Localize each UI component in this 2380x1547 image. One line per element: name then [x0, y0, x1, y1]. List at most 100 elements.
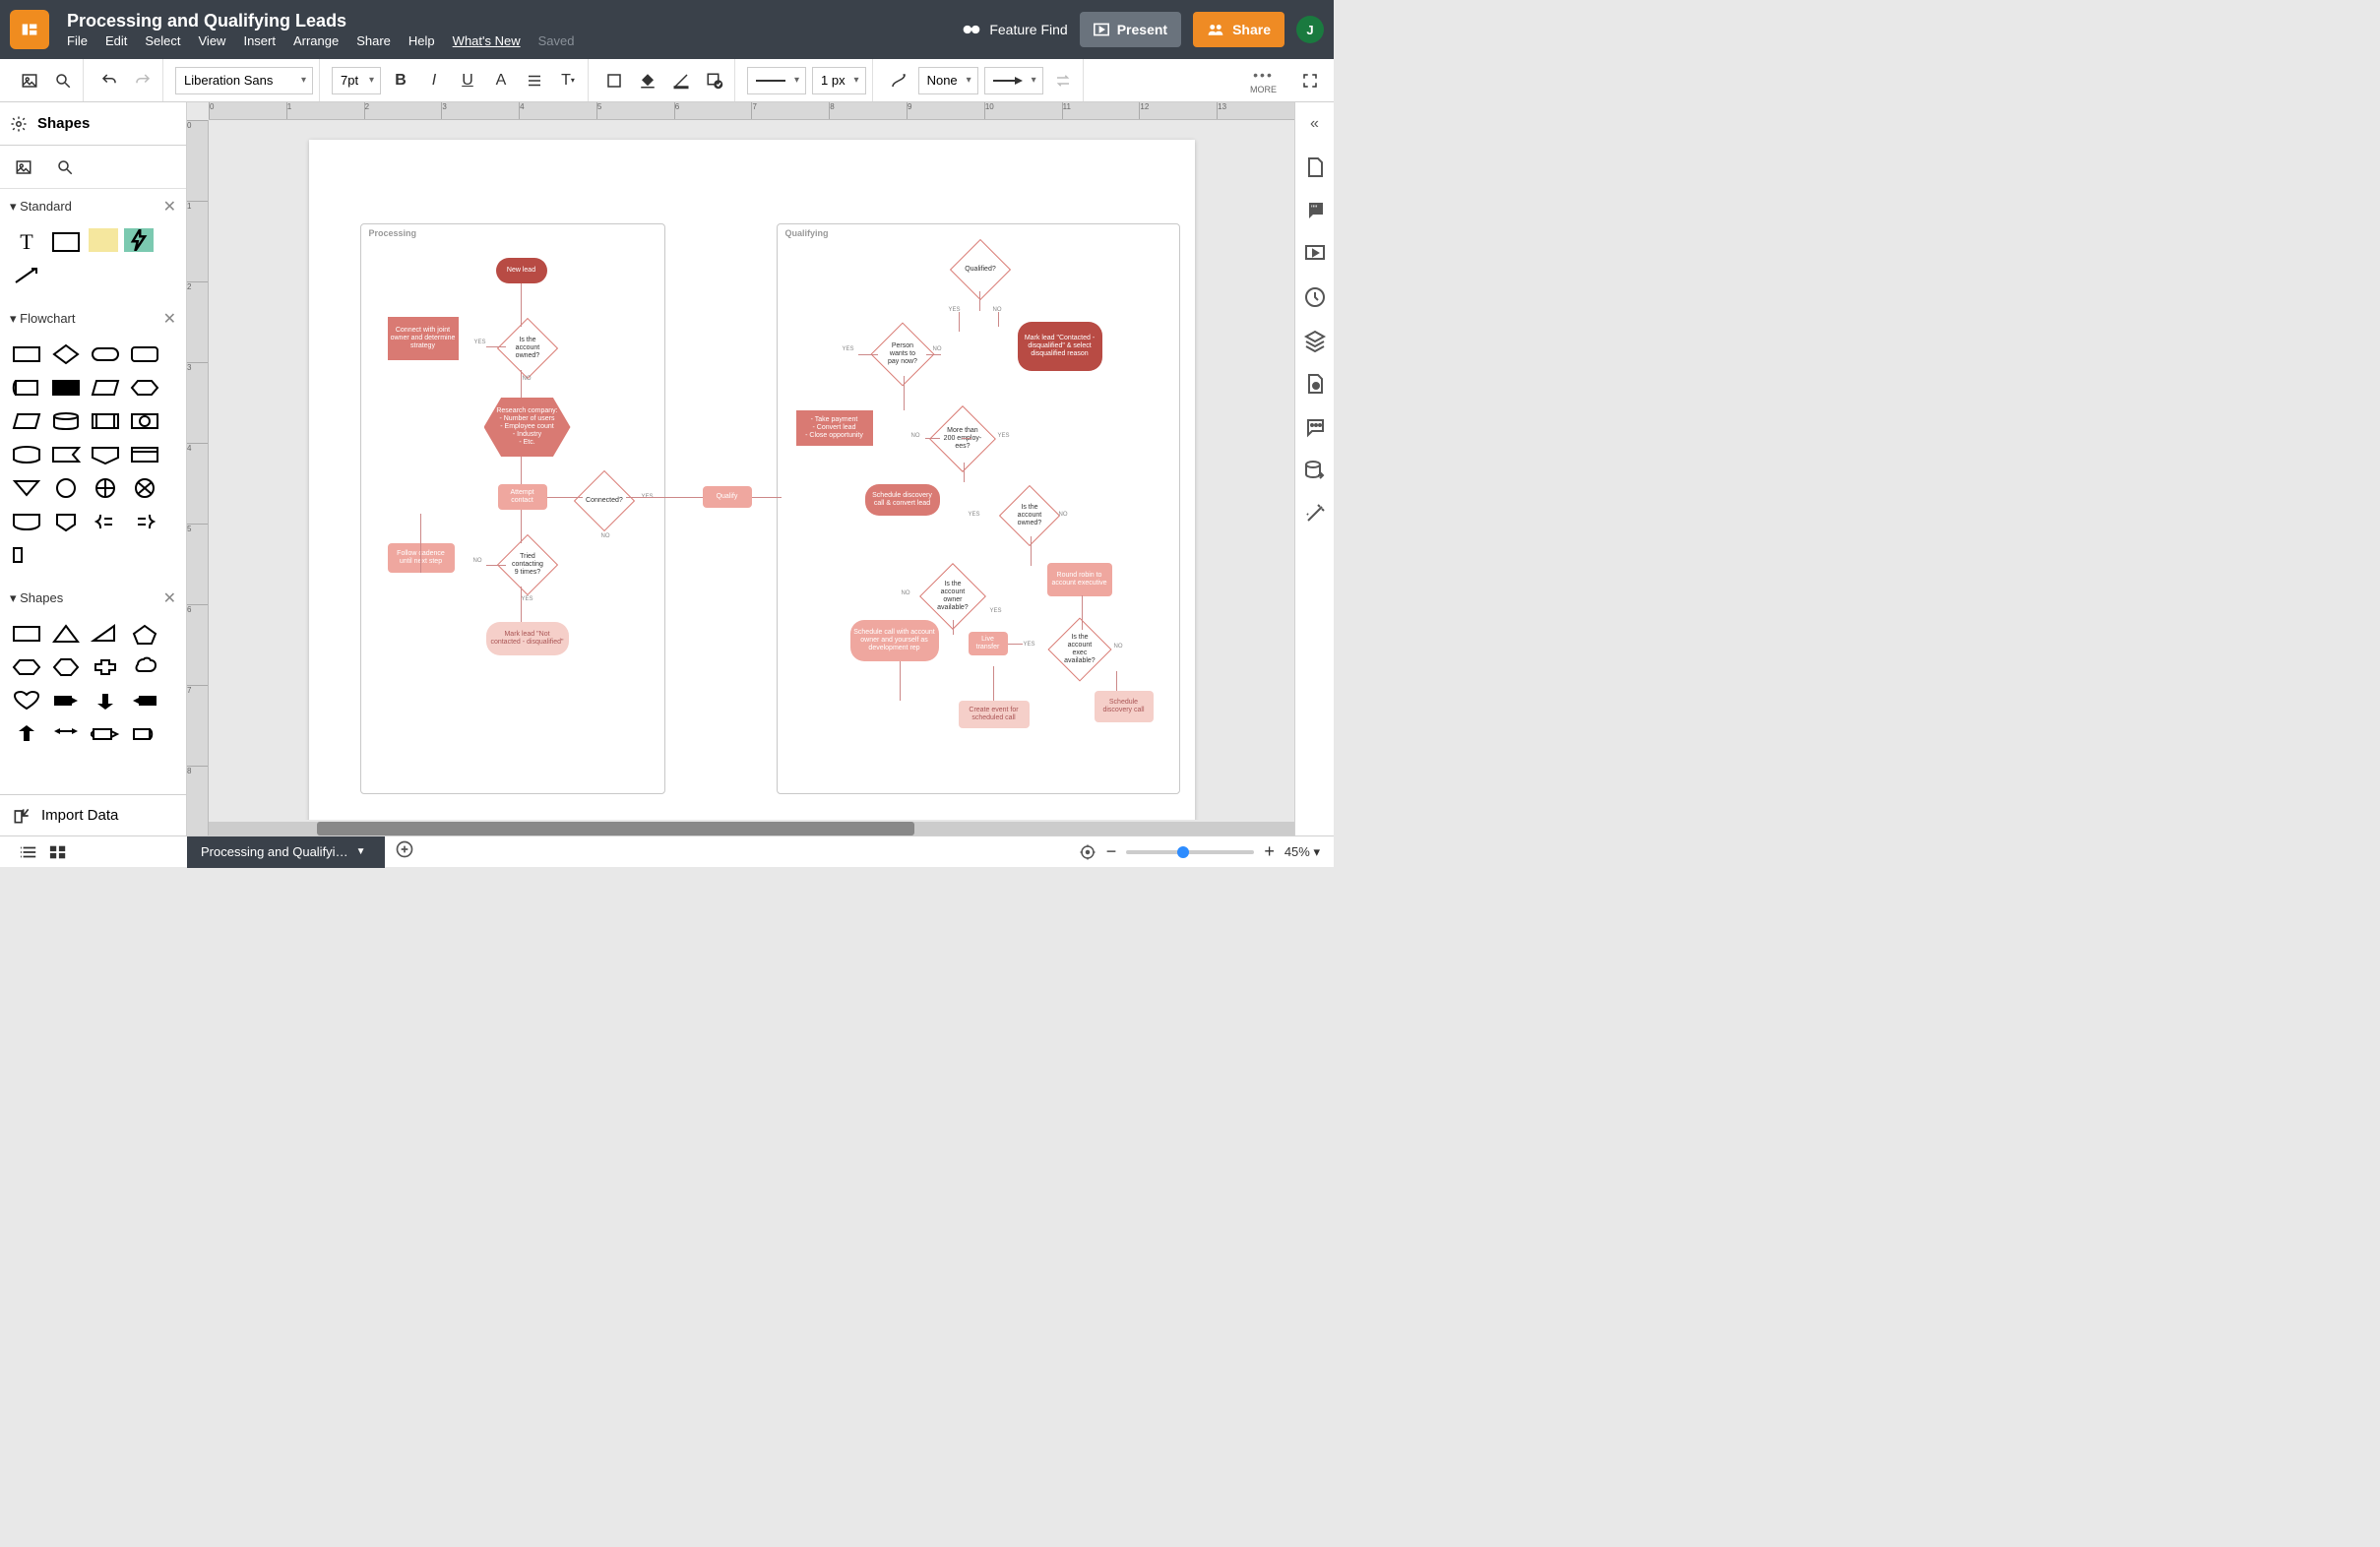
flowchart-shape[interactable] [128, 508, 161, 535]
close-icon[interactable]: ✕ [163, 197, 176, 217]
flowchart-shape[interactable] [10, 340, 43, 368]
fontsize-select[interactable]: 7pt [332, 67, 381, 94]
menu-whatsnew[interactable]: What's New [453, 33, 521, 48]
basic-shape[interactable] [10, 720, 43, 748]
basic-shape[interactable] [49, 720, 83, 748]
menu-insert[interactable]: Insert [243, 33, 276, 48]
underline-icon[interactable]: U [454, 67, 481, 94]
basic-shape[interactable] [49, 687, 83, 714]
basic-shape[interactable] [128, 620, 161, 648]
add-page-icon[interactable] [395, 839, 414, 864]
section-flowchart-head[interactable]: ▾ Flowchart✕ [10, 309, 176, 329]
node-n5[interactable]: Attempt contact [498, 484, 547, 510]
node-n1[interactable]: New lead [496, 258, 547, 283]
menu-share[interactable]: Share [356, 33, 391, 48]
shape-note[interactable] [89, 228, 118, 252]
search-icon[interactable] [49, 67, 77, 94]
shapes-image-icon[interactable] [10, 154, 37, 181]
font-select[interactable]: Liberation Sans [175, 67, 313, 94]
shapes-search-icon[interactable] [51, 154, 79, 181]
node-n4[interactable]: Research company: - Number of users - Em… [484, 398, 571, 457]
shape-text[interactable]: T [10, 228, 43, 256]
connector-icon[interactable] [885, 67, 912, 94]
basic-shape[interactable] [89, 687, 122, 714]
flowchart-shape[interactable] [10, 508, 43, 535]
gear-icon[interactable] [10, 115, 28, 133]
flowchart-shape[interactable] [128, 407, 161, 435]
history-icon[interactable] [1303, 285, 1327, 309]
flowchart-shape[interactable] [89, 474, 122, 502]
share-button[interactable]: Share [1193, 12, 1284, 47]
layers-icon[interactable] [1303, 329, 1327, 352]
section-standard-head[interactable]: ▾ Standard✕ [10, 197, 176, 217]
fill-icon[interactable] [634, 67, 661, 94]
menu-file[interactable]: File [67, 33, 88, 48]
flowchart-shape[interactable] [10, 474, 43, 502]
avatar[interactable]: J [1296, 16, 1324, 43]
flowchart-shape[interactable] [128, 340, 161, 368]
basic-shape[interactable] [89, 620, 122, 648]
flowchart-shape[interactable] [89, 508, 122, 535]
shape-fill-icon[interactable] [600, 67, 628, 94]
redo-icon[interactable] [129, 67, 157, 94]
document-title[interactable]: Processing and Qualifying Leads [67, 11, 962, 31]
menu-help[interactable]: Help [408, 33, 435, 48]
flowchart-shape[interactable] [10, 374, 43, 402]
flowchart-shape[interactable] [10, 541, 43, 569]
more-icon[interactable]: ••• MORE [1250, 67, 1277, 94]
textstyle-icon[interactable]: T▾ [554, 67, 582, 94]
flowchart-shape[interactable] [49, 407, 83, 435]
doc-icon[interactable] [1303, 155, 1327, 179]
collapse-icon[interactable]: « [1303, 112, 1327, 136]
canvas-scroll[interactable]: ProcessingQualifyingNew leadIs the accou… [209, 120, 1294, 820]
italic-icon[interactable]: I [420, 67, 448, 94]
import-data[interactable]: Import Data [0, 794, 186, 835]
flowchart-shape[interactable] [49, 508, 83, 535]
node-q14[interactable]: Schedule discovery call [1095, 691, 1154, 722]
chat-icon[interactable] [1303, 415, 1327, 439]
basic-shape[interactable] [49, 653, 83, 681]
basic-shape[interactable] [49, 620, 83, 648]
magic-icon[interactable] [1303, 502, 1327, 526]
node-n9[interactable]: Mark lead "Not contacted - disqualified" [486, 622, 569, 655]
flowchart-shape[interactable] [49, 474, 83, 502]
flowchart-shape[interactable] [10, 407, 43, 435]
fullscreen-icon[interactable] [1296, 67, 1324, 94]
textcolor-icon[interactable]: A [487, 67, 515, 94]
zoom-in-icon[interactable]: + [1264, 841, 1275, 862]
close-icon[interactable]: ✕ [163, 588, 176, 608]
grid-view-icon[interactable] [49, 844, 67, 860]
border-icon[interactable] [667, 67, 695, 94]
node-n8[interactable]: Follow cadence until next step [388, 543, 455, 573]
image-icon[interactable] [16, 67, 43, 94]
present-button[interactable]: Present [1080, 12, 1181, 47]
flowchart-shape[interactable] [128, 441, 161, 468]
basic-shape[interactable] [128, 720, 161, 748]
node-q9[interactable]: Round robin to account executive [1047, 563, 1112, 596]
list-view-icon[interactable] [20, 844, 37, 860]
basic-shape[interactable] [10, 653, 43, 681]
flowchart-shape[interactable] [128, 474, 161, 502]
linewidth-select[interactable]: 1 px [812, 67, 866, 94]
menu-view[interactable]: View [199, 33, 226, 48]
feature-find[interactable]: Feature Find [962, 22, 1067, 37]
menu-select[interactable]: Select [145, 33, 180, 48]
page-tab[interactable]: Processing and Qualifyi… ▼ [187, 836, 385, 868]
flowchart-shape[interactable] [89, 340, 122, 368]
basic-shape[interactable] [128, 653, 161, 681]
flowchart-shape[interactable] [89, 374, 122, 402]
zoom-out-icon[interactable]: − [1106, 841, 1117, 862]
basic-shape[interactable] [89, 653, 122, 681]
undo-icon[interactable] [95, 67, 123, 94]
basic-shape[interactable] [10, 620, 43, 648]
basic-shape[interactable] [89, 720, 122, 748]
menu-edit[interactable]: Edit [105, 33, 127, 48]
shape-bolt[interactable] [124, 228, 154, 252]
flowchart-shape[interactable] [89, 407, 122, 435]
basic-shape[interactable] [128, 687, 161, 714]
flowchart-shape[interactable] [89, 441, 122, 468]
theme-icon[interactable] [1303, 372, 1327, 396]
node-q3[interactable]: Mark lead "Contacted - disqualified" & s… [1018, 322, 1102, 371]
swap-icon[interactable] [1049, 67, 1077, 94]
zoom-level[interactable]: 45% ▾ [1284, 844, 1320, 860]
